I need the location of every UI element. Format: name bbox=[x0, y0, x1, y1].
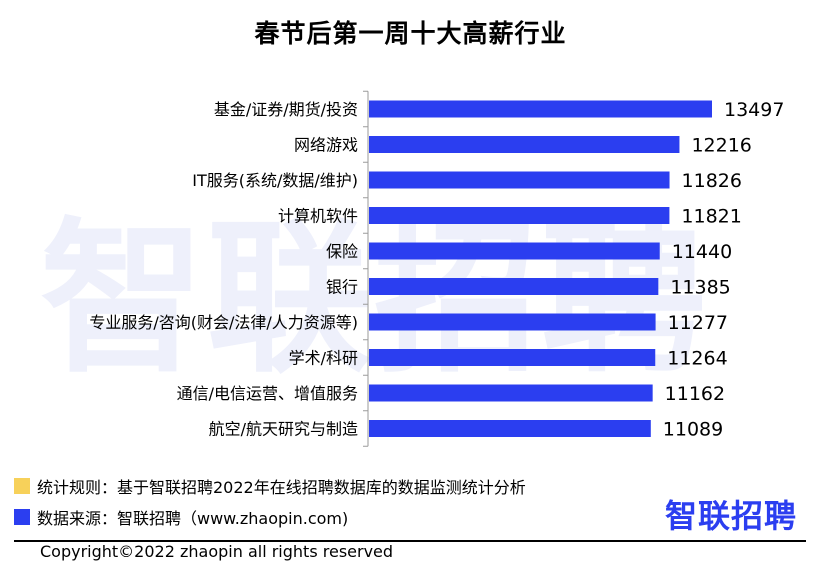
bar-chart: 基金/证券/期货/投资 13497 网络游戏 12216 IT服务(系统/数据/维护) 1… bbox=[89, 90, 784, 447]
rule-note: 统计规则：基于智联招聘2022年在线招聘数据库的数据监测统计分析 bbox=[14, 475, 526, 497]
zhaopin-logo: 智联招聘 bbox=[664, 497, 797, 535]
value-label: 11277 bbox=[668, 312, 728, 334]
category-label: 通信/电信运营、增值服务 bbox=[177, 384, 358, 403]
bar bbox=[369, 100, 712, 118]
copyright-text: Copyright©2022 zhaopin all rights reserv… bbox=[40, 542, 394, 561]
category-label: 专业服务/咨询(财会/法律/人力资源等) bbox=[89, 313, 358, 332]
value-label: 11821 bbox=[681, 206, 741, 228]
value-label: 11440 bbox=[672, 241, 732, 263]
value-label: 13497 bbox=[724, 99, 784, 121]
bar bbox=[369, 349, 656, 366]
bar bbox=[369, 420, 651, 437]
value-label: 11826 bbox=[682, 170, 742, 192]
bar bbox=[369, 278, 659, 295]
source-note-text: 数据来源：智联招聘（www.zhaopin.com) bbox=[37, 509, 349, 528]
value-label: 12216 bbox=[691, 135, 751, 157]
bar bbox=[369, 136, 680, 153]
bar bbox=[369, 207, 670, 224]
value-label: 11385 bbox=[670, 277, 730, 299]
category-label: 计算机软件 bbox=[278, 207, 358, 226]
rule-note-text: 统计规则：基于智联招聘2022年在线招聘数据库的数据监测统计分析 bbox=[37, 478, 526, 497]
category-label: 学术/科研 bbox=[289, 349, 358, 368]
value-label: 11089 bbox=[663, 419, 723, 441]
chart-title: 春节后第一周十大高薪行业 bbox=[254, 19, 567, 48]
category-label: 保险 bbox=[326, 242, 358, 261]
footer-divider bbox=[14, 540, 806, 542]
source-swatch-icon bbox=[14, 509, 30, 525]
bar bbox=[369, 313, 656, 331]
value-label: 11264 bbox=[667, 348, 727, 370]
category-label: 网络游戏 bbox=[294, 136, 358, 155]
bar bbox=[369, 171, 670, 189]
category-label: IT服务(系统/数据/维护) bbox=[192, 171, 358, 190]
bar bbox=[369, 384, 653, 402]
source-note: 数据来源：智联招聘（www.zhaopin.com) bbox=[14, 506, 348, 528]
value-label: 11162 bbox=[665, 383, 725, 405]
category-label: 航空/航天研究与制造 bbox=[209, 420, 358, 439]
bar bbox=[369, 242, 660, 260]
category-label: 银行 bbox=[326, 278, 358, 297]
rule-swatch-icon bbox=[14, 478, 30, 494]
category-label: 基金/证券/期货/投资 bbox=[214, 100, 358, 119]
